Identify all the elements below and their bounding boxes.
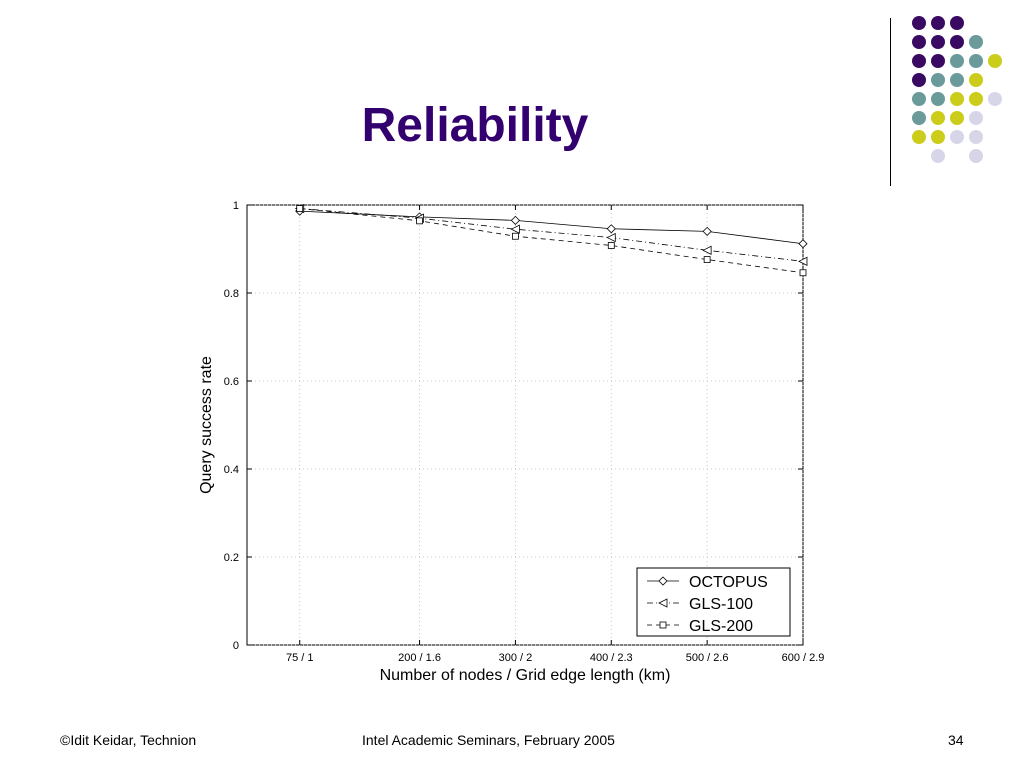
y-tick-label: 0.6 <box>224 376 239 388</box>
decorative-dot <box>931 73 945 87</box>
decorative-dot <box>931 149 945 163</box>
y-tick-label: 1 <box>233 200 239 212</box>
y-tick-label: 0 <box>233 640 239 652</box>
data-point-octopus <box>510 215 520 225</box>
decorative-dot <box>950 111 964 125</box>
decorative-dot <box>950 16 964 30</box>
series-line-gls-100 <box>299 208 804 262</box>
data-point-gls-200 <box>607 242 615 249</box>
decorative-dot <box>950 92 964 106</box>
decorative-dot <box>912 130 926 144</box>
data-point-gls-200 <box>512 232 519 240</box>
slide-title: Reliability <box>361 99 589 152</box>
y-axis-label: Query success rate <box>198 356 215 494</box>
y-tick-label: 0.8 <box>224 288 239 300</box>
decorative-dot <box>931 35 945 49</box>
line-chart: 0 0.2 0.4 0.6 0.8 1 75 / 1 200 / 1.6 300 / 2 400 … <box>198 200 825 684</box>
decorative-dot <box>988 92 1002 106</box>
y-tick-label: 0.2 <box>224 552 239 564</box>
legend-label: GLS-200 <box>689 618 753 635</box>
data-point-gls-100 <box>606 232 616 243</box>
legend-marker <box>659 621 667 629</box>
x-tick-label: 600 / 2.9 <box>782 652 825 664</box>
data-point-octopus <box>606 224 616 234</box>
x-tick-label: 200 / 1.6 <box>398 652 441 664</box>
decorative-vertical-line <box>890 18 891 186</box>
x-tick-label: 400 / 2.3 <box>590 652 633 664</box>
data-point-gls-200 <box>703 256 711 263</box>
decorative-dot <box>969 54 983 68</box>
decorative-dot <box>969 92 983 106</box>
x-tick-label: 500 / 2.6 <box>686 652 729 664</box>
decorative-dot <box>969 35 983 49</box>
data-point-gls-200 <box>296 205 304 212</box>
decorative-dot <box>969 111 983 125</box>
decorative-dot <box>912 54 926 68</box>
data-point-gls-100 <box>702 245 712 255</box>
decorative-dot-grid <box>912 16 1002 163</box>
decorative-dot <box>931 111 945 125</box>
decorative-dot <box>950 35 964 49</box>
decorative-dot <box>969 130 983 144</box>
decorative-dot <box>969 73 983 87</box>
legend-label: GLS-100 <box>689 596 753 613</box>
legend-marker <box>658 576 668 586</box>
decorative-dot <box>931 16 945 30</box>
footer-event: Intel Academic Seminars, February 2005 <box>362 732 615 748</box>
decorative-dot <box>950 54 964 68</box>
decorative-dot <box>988 54 1002 68</box>
data-point-gls-200 <box>799 269 807 277</box>
decorative-dot <box>931 54 945 68</box>
x-axis-label: Number of nodes / Grid edge length (km) <box>380 667 671 684</box>
decorative-dot <box>931 130 945 144</box>
decorative-dot <box>912 111 926 125</box>
decorative-dot <box>912 73 926 87</box>
data-point-octopus <box>798 239 808 249</box>
y-tick-label: 0.4 <box>224 464 239 476</box>
decorative-dot <box>931 92 945 106</box>
decorative-dot <box>950 130 964 144</box>
decorative-dot <box>912 16 926 30</box>
decorative-dot <box>912 92 926 106</box>
x-tick-label: 75 / 1 <box>286 652 314 664</box>
series-line-gls-200 <box>299 208 804 274</box>
data-point-gls-200 <box>416 217 423 225</box>
decorative-dot <box>969 149 983 163</box>
page-number: 34 <box>948 732 964 748</box>
x-tick-label: 300 / 2 <box>499 652 533 664</box>
decorative-dot <box>912 35 926 49</box>
footer-author: ©Idit Keidar, Technion <box>60 732 197 748</box>
decorative-dot <box>950 73 964 87</box>
data-point-gls-100 <box>510 224 520 234</box>
legend-label: OCTOPUS <box>689 574 768 591</box>
data-point-gls-100 <box>798 256 808 266</box>
legend-marker <box>658 598 668 608</box>
series-line-octopus <box>299 210 804 245</box>
data-point-octopus <box>702 226 712 236</box>
